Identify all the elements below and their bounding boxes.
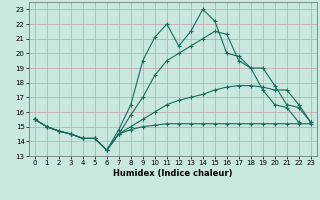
X-axis label: Humidex (Indice chaleur): Humidex (Indice chaleur) (113, 169, 233, 178)
